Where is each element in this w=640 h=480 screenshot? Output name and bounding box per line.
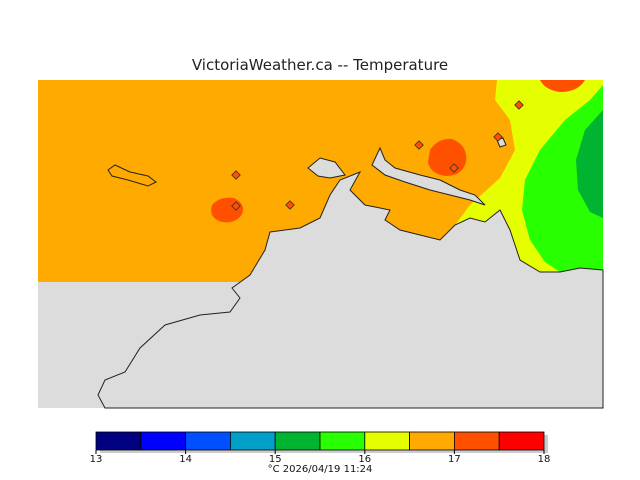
legend-caption: °C 2026/04/19 11:24 (0, 464, 640, 475)
station-marker[interactable] (449, 163, 459, 173)
station-marker[interactable] (414, 140, 424, 150)
legend-tick-label: 18 (538, 454, 551, 465)
timestamp: 2026/04/19 11:24 (282, 464, 373, 475)
legend-swatch (95, 431, 142, 451)
legend-swatch (140, 431, 187, 451)
temperature-zone-15 (576, 110, 603, 218)
legend-ticks: 13 14 15 16 17 18 (90, 450, 551, 465)
station-marker[interactable] (231, 201, 241, 211)
legend-swatch (274, 431, 321, 451)
legend-swatch (319, 431, 366, 451)
warm-spot-northeast (540, 80, 585, 92)
temperature-zone-15-5 (522, 85, 603, 272)
channel-inlet (371, 146, 486, 206)
legend-swatch (498, 431, 545, 451)
legend-swatches (95, 431, 548, 453)
station-marker[interactable] (493, 132, 503, 142)
station-marker[interactable] (231, 170, 241, 180)
station-marker[interactable] (514, 100, 524, 110)
peninsula-north (307, 157, 346, 179)
legend-swatch (229, 431, 276, 451)
map-title: VictoriaWeather.ca -- Temperature (191, 56, 449, 74)
legend-swatch (185, 431, 231, 451)
station-markers (231, 100, 524, 211)
legend-swatch (364, 431, 410, 451)
coastline-southern (97, 171, 604, 409)
station-marker[interactable] (285, 200, 295, 210)
island-west (107, 164, 157, 187)
legend-swatch (453, 431, 500, 451)
unit-label: °C (267, 464, 280, 475)
legend-tick-label: 14 (179, 454, 192, 465)
legend-tick-label: 15 (269, 454, 282, 465)
legend-tick-label: 17 (448, 454, 461, 465)
legend-swatch (409, 431, 455, 451)
legend-tick-label: 16 (358, 454, 371, 465)
legend-tick-label: 13 (90, 454, 103, 465)
